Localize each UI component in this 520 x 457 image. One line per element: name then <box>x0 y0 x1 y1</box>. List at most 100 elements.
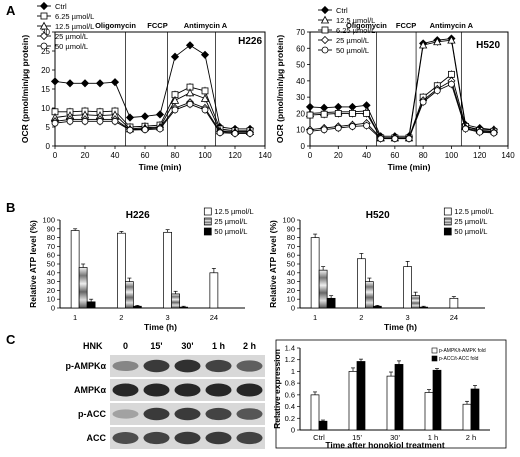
bar <box>470 388 480 431</box>
chart-title: H520 <box>476 40 500 51</box>
data-point <box>419 98 427 106</box>
y-tick-label: 1 <box>291 367 295 376</box>
data-point <box>110 78 120 87</box>
bar <box>310 394 320 431</box>
bar <box>348 371 358 431</box>
y-tick-label: 0 <box>46 142 51 151</box>
blot-band <box>174 407 201 421</box>
bar <box>117 232 126 309</box>
bar <box>403 266 412 309</box>
legend-label: Ctrl <box>55 2 67 11</box>
data-point <box>448 80 455 88</box>
bar <box>432 369 442 431</box>
data-point <box>433 37 442 46</box>
legend-label: 6.25 µmol/L <box>336 26 375 35</box>
y-tick-label: 70 <box>287 242 295 251</box>
y-tick-label: 20 <box>47 286 55 295</box>
x-tick-label: 40 <box>111 151 120 160</box>
blot-row-label: AMPKα <box>74 385 106 395</box>
lane-label: 2 h <box>243 341 256 351</box>
x-tick-label: 1 <box>73 313 77 322</box>
bar <box>462 403 472 431</box>
blot-band <box>205 359 232 373</box>
data-point <box>66 117 74 125</box>
y-tick-label: 10 <box>287 295 295 304</box>
lane-label: 1 h <box>212 341 225 351</box>
blot-band <box>112 383 139 397</box>
bar <box>386 375 396 431</box>
bar <box>449 297 459 309</box>
data-point <box>418 40 428 49</box>
y-axis-label: Relative ATP level (%) <box>268 220 278 308</box>
x-axis-label: Time after honokiol treatment <box>325 440 445 450</box>
x-tick-label: Ctrl <box>313 433 325 442</box>
x-tick-label: 120 <box>228 151 242 160</box>
bar <box>326 297 336 309</box>
y-tick-label: 20 <box>296 109 305 118</box>
legend-swatch <box>203 207 212 216</box>
series-line <box>204 54 221 128</box>
y-axis-label: OCR (pmol/min/µg protein) <box>20 35 30 143</box>
y-tick-label: 20 <box>41 66 50 75</box>
x-tick-label: 60 <box>390 151 399 160</box>
bar <box>419 306 428 309</box>
legend-label: 12.5 µmol/L <box>214 207 253 216</box>
blot-band <box>143 359 170 373</box>
data-point <box>349 123 356 130</box>
series-line <box>159 94 176 126</box>
panel-label-a: A <box>6 3 16 18</box>
y-tick-label: 0.6 <box>285 390 295 399</box>
legend-label: p-ACC/t-ACC fold <box>439 356 479 362</box>
legend-label: 25 µmol/L <box>336 36 369 45</box>
injection-label: Oligomycin <box>346 21 387 30</box>
y-axis-label: OCR (pmol/min/µg protein) <box>275 35 285 143</box>
bar <box>424 392 434 431</box>
data-point <box>448 70 455 78</box>
x-axis-label: Time (min) <box>139 162 182 172</box>
blot-band <box>174 359 201 373</box>
legend-label: 6.25 µmol/L <box>55 12 94 21</box>
chart-border <box>275 339 507 449</box>
y-tick-label: 40 <box>296 77 305 86</box>
x-tick-label: 80 <box>171 151 180 160</box>
legend-label: 50 µmol/L <box>214 227 247 236</box>
x-tick-label: 24 <box>210 313 218 322</box>
bar <box>86 301 96 309</box>
data-point <box>200 50 210 59</box>
y-tick-label: 10 <box>41 104 50 113</box>
legend-marker <box>39 31 49 41</box>
legend-marker <box>320 15 330 24</box>
y-tick-label: 5 <box>46 123 51 132</box>
y-tick-label: 100 <box>282 216 295 225</box>
data-point <box>170 96 180 104</box>
bar <box>70 230 80 309</box>
bar <box>373 305 382 309</box>
blot-band <box>236 360 263 372</box>
series-line <box>189 44 206 56</box>
x-tick-label: 2 <box>119 313 123 322</box>
lane-label: 15' <box>150 341 162 351</box>
y-tick-label: 70 <box>47 242 55 251</box>
data-point <box>111 117 119 125</box>
y-tick-label: 60 <box>296 44 305 53</box>
legend-swatch <box>443 207 452 216</box>
legend-swatch <box>443 227 452 236</box>
injection-label: FCCP <box>147 21 167 30</box>
y-tick-label: 70 <box>296 28 305 37</box>
data-point <box>306 111 314 119</box>
legend-marker <box>320 35 330 45</box>
western-blot: HNK 0 15' 30' 1 h 2 h p-AMPKα AMPKα p-ACC ACC <box>65 341 265 449</box>
series-line <box>159 100 176 128</box>
legend-label: 50 µmol/L <box>336 46 369 55</box>
blot-band <box>143 431 170 445</box>
blot-band <box>236 383 263 397</box>
y-tick-label: 40 <box>47 268 55 277</box>
legend-marker <box>40 12 48 20</box>
y-axis-label: Relative expression <box>272 349 282 429</box>
y-tick-label: 40 <box>287 268 295 277</box>
legend-swatch <box>443 217 452 226</box>
y-tick-label: 20 <box>287 286 295 295</box>
blot-band <box>174 383 201 397</box>
lane-label: 30' <box>181 341 193 351</box>
